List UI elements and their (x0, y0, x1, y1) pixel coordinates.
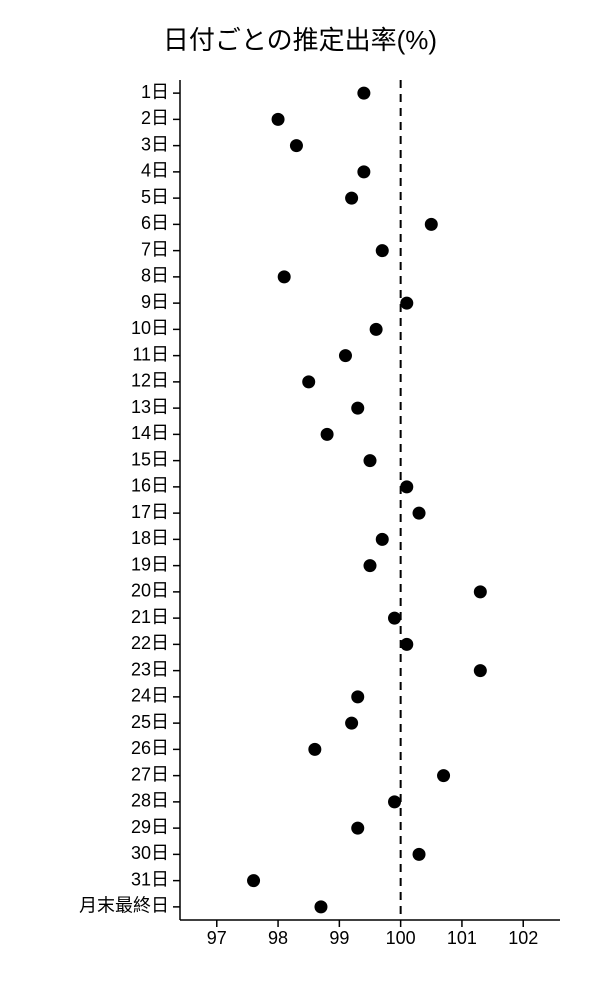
data-point (376, 244, 389, 257)
y-tick-label: 12日 (131, 371, 169, 391)
y-tick-label: 10日 (131, 318, 169, 338)
y-tick-label: 17日 (131, 502, 169, 522)
y-tick-label: 4日 (141, 161, 169, 181)
y-tick-label: 25日 (131, 712, 169, 732)
y-tick-label: 20日 (131, 581, 169, 601)
x-tick-label: 97 (207, 928, 227, 948)
y-tick-label: 21日 (131, 607, 169, 627)
chart-svg: 1日 2日 3日 4日 5日 6日 7日 8日 9日 10日 11日 12日 13日 14日 15日 16日 1… (0, 0, 600, 1000)
data-point (388, 795, 401, 808)
data-point (474, 585, 487, 598)
y-tick-label: 月末最終日 (79, 896, 169, 916)
y-tick-label: 15日 (131, 449, 169, 469)
data-point (339, 349, 352, 362)
y-tick-label: 3日 (141, 134, 169, 154)
y-tick-label: 30日 (131, 843, 169, 863)
data-point (302, 375, 315, 388)
data-point (351, 822, 364, 835)
data-point (376, 533, 389, 546)
data-point (272, 113, 285, 126)
data-point (437, 769, 450, 782)
y-tick-label: 7日 (141, 239, 169, 259)
data-point (400, 638, 413, 651)
data-point (247, 874, 260, 887)
data-point (357, 165, 370, 178)
data-point (400, 297, 413, 310)
y-tick-label: 27日 (131, 764, 169, 784)
y-tick-label: 28日 (131, 791, 169, 811)
data-point (425, 218, 438, 231)
data-point (351, 402, 364, 415)
y-tick-label: 26日 (131, 738, 169, 758)
data-point (351, 690, 364, 703)
data-point (370, 323, 383, 336)
x-tick-label: 99 (329, 928, 349, 948)
data-point (321, 428, 334, 441)
x-tick-label: 102 (508, 928, 538, 948)
y-tick-label: 5日 (141, 187, 169, 207)
data-point (290, 139, 303, 152)
data-point (474, 664, 487, 677)
data-point (345, 192, 358, 205)
data-point (413, 848, 426, 861)
y-tick-label: 11日 (132, 344, 169, 364)
y-tick-label: 8日 (141, 266, 169, 286)
data-point (278, 270, 291, 283)
y-tick-label: 9日 (141, 292, 169, 312)
y-tick-label: 14日 (131, 423, 169, 443)
data-point (400, 480, 413, 493)
y-tick-label: 24日 (131, 686, 169, 706)
y-tick-label: 18日 (131, 528, 169, 548)
y-tick-label: 29日 (131, 817, 169, 837)
y-tick-label: 1日 (141, 82, 169, 102)
y-tick-label: 19日 (131, 554, 169, 574)
y-tick-label: 13日 (131, 397, 169, 417)
data-point (308, 743, 321, 756)
y-tick-label: 16日 (131, 476, 169, 496)
data-point (345, 717, 358, 730)
data-point (364, 559, 377, 572)
y-tick-label: 31日 (131, 869, 169, 889)
x-tick-label: 101 (447, 928, 477, 948)
y-tick-label: 2日 (141, 108, 169, 128)
y-tick-label: 23日 (131, 659, 169, 679)
chart-container: 日付ごとの推定出率(%) 1日2日3日4日5日6日7日8日9日10日11日12日… (0, 0, 600, 1000)
data-point (388, 612, 401, 625)
x-tick-label: 98 (268, 928, 288, 948)
data-point (357, 87, 370, 100)
data-point (314, 900, 327, 913)
y-tick-label: 6日 (141, 213, 169, 233)
y-tick-label: 22日 (131, 633, 169, 653)
x-tick-label: 100 (386, 928, 416, 948)
data-point (413, 507, 426, 520)
data-point (364, 454, 377, 467)
